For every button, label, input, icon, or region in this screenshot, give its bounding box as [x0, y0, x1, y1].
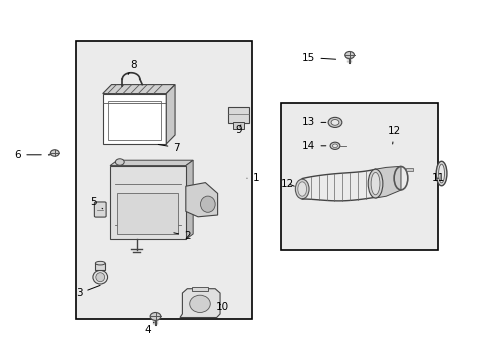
Polygon shape — [180, 289, 220, 318]
Ellipse shape — [150, 312, 161, 320]
Bar — [102, 94, 166, 144]
Ellipse shape — [96, 273, 104, 282]
Bar — [227, 107, 249, 123]
Bar — [107, 101, 161, 140]
Text: 1: 1 — [246, 173, 259, 183]
Polygon shape — [166, 85, 175, 144]
Bar — [281, 103, 437, 250]
Polygon shape — [185, 183, 217, 217]
Ellipse shape — [435, 161, 446, 186]
Text: 6: 6 — [15, 150, 41, 160]
Text: 12: 12 — [281, 179, 294, 189]
Text: 12: 12 — [387, 126, 400, 144]
Bar — [405, 168, 412, 171]
Ellipse shape — [50, 150, 59, 156]
Polygon shape — [185, 160, 193, 239]
Ellipse shape — [329, 142, 339, 149]
Text: 2: 2 — [174, 231, 190, 241]
Polygon shape — [110, 160, 193, 166]
Text: 15: 15 — [302, 53, 335, 63]
Text: 4: 4 — [144, 322, 154, 336]
Text: 8: 8 — [128, 60, 137, 75]
Ellipse shape — [367, 169, 382, 198]
Text: 7: 7 — [158, 143, 180, 153]
Text: 11: 11 — [431, 173, 444, 183]
Polygon shape — [102, 85, 175, 94]
Bar — [117, 193, 178, 234]
Ellipse shape — [95, 261, 105, 265]
Ellipse shape — [327, 117, 341, 127]
Text: 3: 3 — [76, 285, 100, 298]
Polygon shape — [375, 166, 400, 198]
Ellipse shape — [93, 270, 107, 284]
FancyBboxPatch shape — [94, 202, 106, 217]
Bar — [232, 122, 244, 129]
Text: 13: 13 — [302, 117, 325, 127]
Bar — [192, 287, 207, 291]
Ellipse shape — [297, 182, 306, 196]
Ellipse shape — [115, 159, 124, 165]
Text: 10: 10 — [215, 302, 228, 312]
Ellipse shape — [344, 51, 354, 59]
Bar — [110, 166, 185, 239]
Ellipse shape — [330, 120, 338, 125]
Ellipse shape — [189, 295, 210, 312]
Ellipse shape — [370, 172, 379, 195]
Text: 9: 9 — [235, 125, 242, 135]
Ellipse shape — [332, 144, 337, 148]
Bar — [95, 263, 105, 270]
Bar — [76, 41, 251, 319]
Ellipse shape — [295, 179, 308, 199]
Text: 5: 5 — [90, 197, 102, 209]
Text: 14: 14 — [302, 141, 325, 151]
Ellipse shape — [438, 164, 444, 183]
Ellipse shape — [200, 196, 215, 212]
